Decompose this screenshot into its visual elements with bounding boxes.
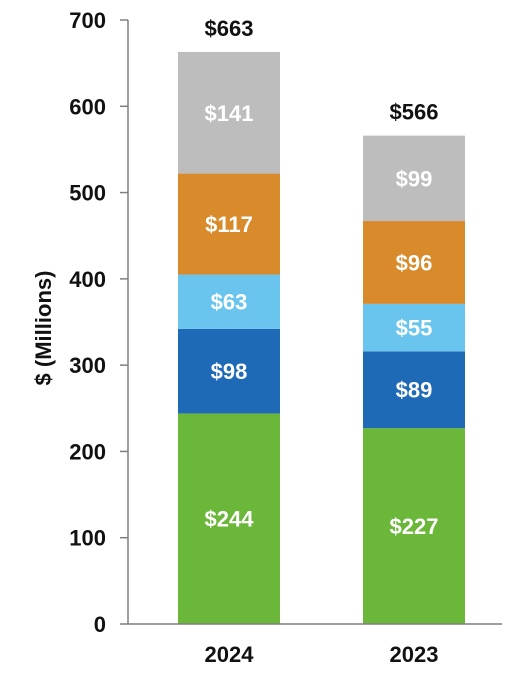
segment-value-label: $244 [205, 507, 255, 532]
ticks-layer: 0 100 200 300 400 500 600 700 [69, 8, 128, 637]
bar-segment [363, 428, 465, 624]
segment-value-label: $141 [205, 101, 254, 126]
bar-segment [363, 303, 465, 352]
y-tick-label: 400 [69, 267, 106, 292]
segment-value-label: $117 [205, 212, 253, 237]
bar-segment [363, 351, 465, 429]
segment-value-label: $98 [211, 359, 248, 384]
y-tick-label: 500 [69, 181, 106, 206]
segment-value-label: $96 [396, 250, 433, 275]
bar-segment [178, 51, 280, 174]
axis-layer [127, 20, 502, 625]
y-tick-label: 300 [69, 353, 106, 378]
segment-value-label: $55 [396, 316, 433, 341]
bar-segment [178, 328, 280, 414]
x-category-label: 2023 [390, 642, 439, 667]
total-labels-layer: $663 $566 [205, 16, 439, 125]
x-category-label: 2024 [205, 642, 255, 667]
bar-total-label: $566 [390, 100, 439, 125]
bar-segment [178, 413, 280, 624]
y-axis-title: $ (Millions) [31, 271, 56, 386]
y-tick-label: 700 [69, 8, 106, 33]
segment-value-label: $63 [211, 290, 248, 315]
segment-labels-layer: $244 $98 $63 $117 $141 $227 $89 $55 $96 $99 [205, 101, 439, 539]
bar-segment [178, 274, 280, 329]
segment-value-label: $227 [390, 514, 439, 539]
y-tick-label: 600 [69, 94, 106, 119]
category-labels-layer: 2024 2023 [205, 642, 439, 667]
y-tick-label: 100 [69, 526, 106, 551]
bar-segment [363, 221, 465, 304]
bar-segment [363, 135, 465, 222]
bars-layer [178, 51, 465, 624]
segment-value-label: $89 [396, 378, 433, 403]
bar-total-label: $663 [205, 16, 254, 41]
bar-segment [178, 173, 280, 275]
y-tick-label: 200 [69, 439, 106, 464]
y-tick-label: 0 [94, 612, 106, 637]
segment-value-label: $99 [396, 166, 433, 191]
